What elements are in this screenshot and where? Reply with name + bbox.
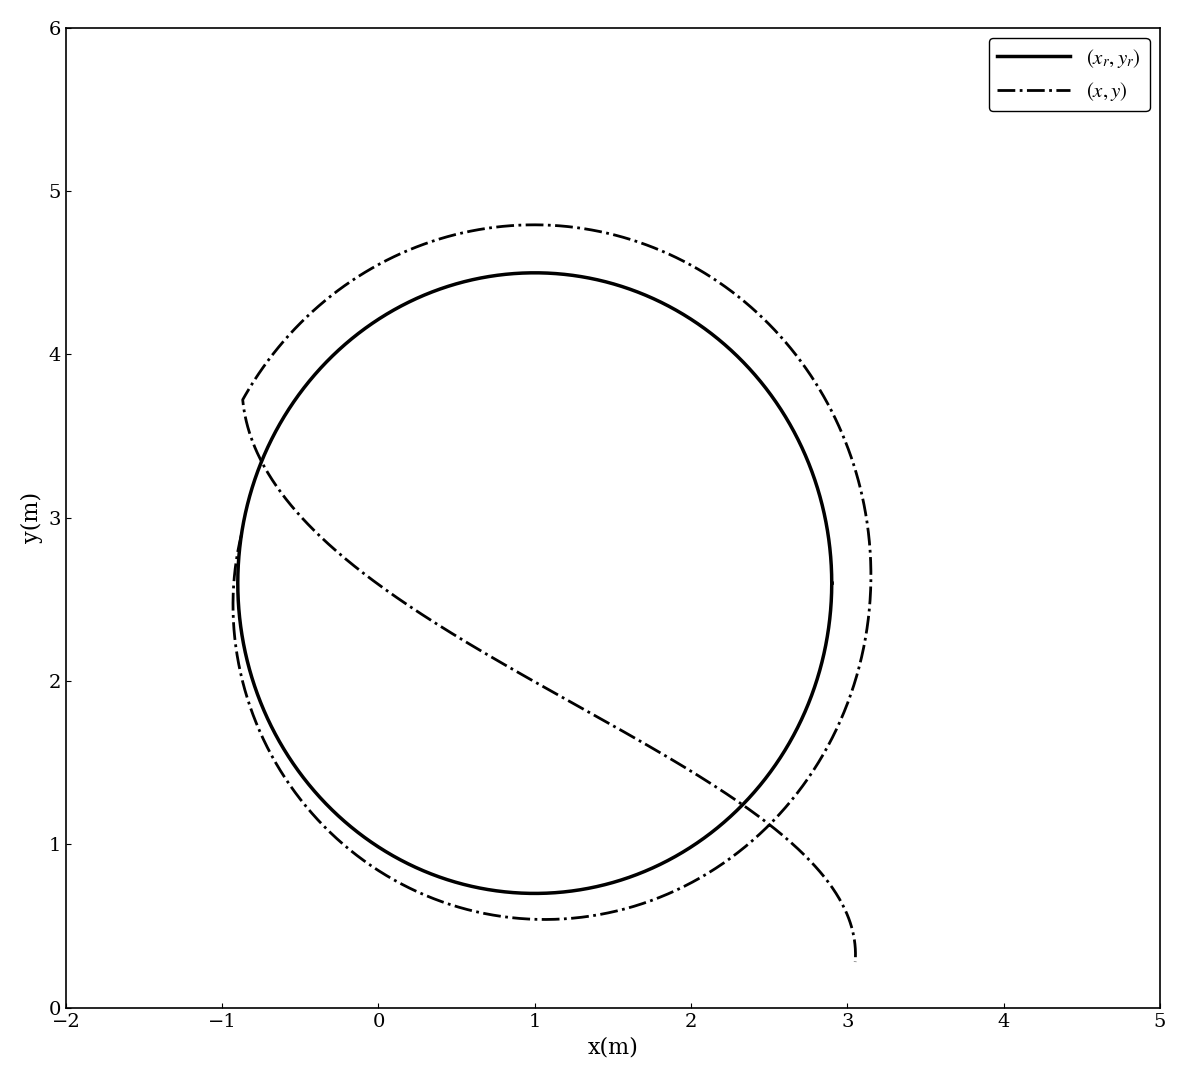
Legend: $(x_r, y_r)$, $(x, y)$: $(x_r, y_r)$, $(x, y)$ [989, 38, 1149, 111]
X-axis label: x(m): x(m) [588, 1036, 639, 1058]
Y-axis label: y(m): y(m) [21, 492, 43, 544]
